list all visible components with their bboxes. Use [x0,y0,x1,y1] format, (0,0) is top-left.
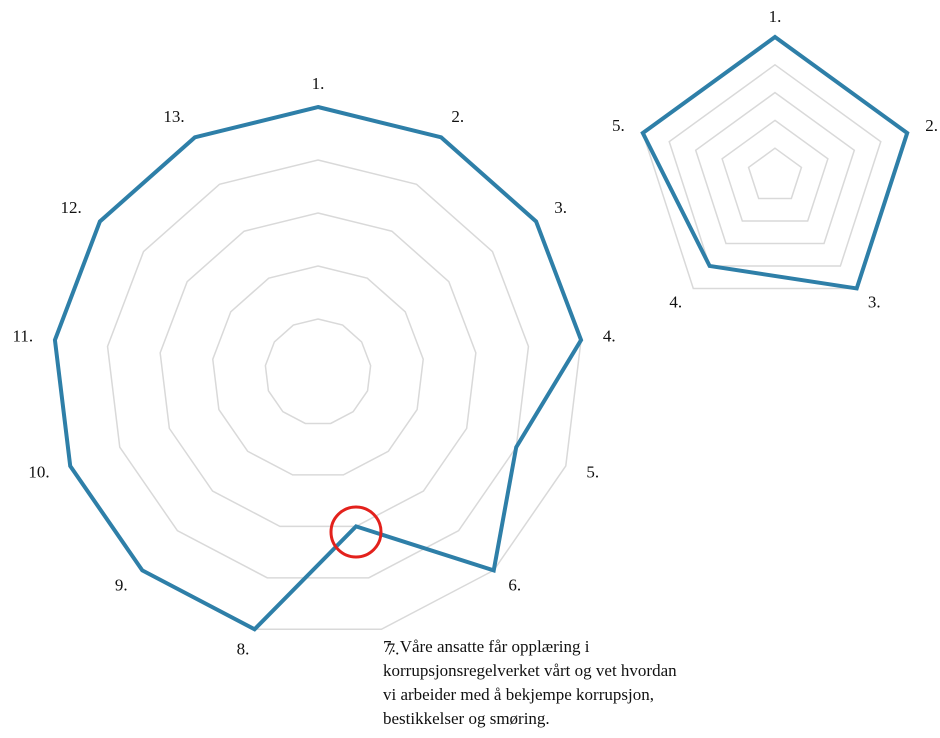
axis-label: 4. [603,326,616,345]
grid-ring [694,91,856,245]
grid-ring [54,106,582,631]
axis-label: 11. [12,326,33,345]
data-polygon [640,34,910,291]
axis-label: 4. [669,293,682,312]
annotation-line: vi arbeider med å bekjempe korrupsjon, [383,685,654,704]
axis-label: 9. [115,576,128,595]
grid-ring [264,318,372,425]
axis-label: 8. [237,640,250,659]
axis-label: 13. [163,107,184,126]
axis-label: 7. [387,640,400,659]
data-polygon [52,104,584,632]
axis-label: 3. [868,293,881,312]
annotation-line: bestikkelser og smøring. [383,709,550,728]
axis-label: 6. [508,576,521,595]
axis-label: 10. [28,463,49,482]
axis-label: 5. [612,116,625,135]
axis-label: 1. [312,74,325,93]
highlight-circle [329,505,383,559]
axis-label: 3. [554,198,567,217]
axis-label: 1. [769,7,782,26]
axis-label: 2. [451,107,464,126]
axis-label: 5. [586,463,599,482]
grid-ring [106,159,530,579]
annotation-line: 7. Våre ansatte får opplæring i [383,637,590,656]
grid-ring [721,119,829,222]
grid-ring [212,265,424,476]
annotation-line: korrupsjonsregelverket vårt og vet hvord… [383,661,677,680]
grid-ring [747,147,803,200]
axis-label: 2. [925,116,938,135]
axis-label: 12. [61,198,82,217]
grid-ring [159,212,477,528]
grid-ring [668,63,882,267]
